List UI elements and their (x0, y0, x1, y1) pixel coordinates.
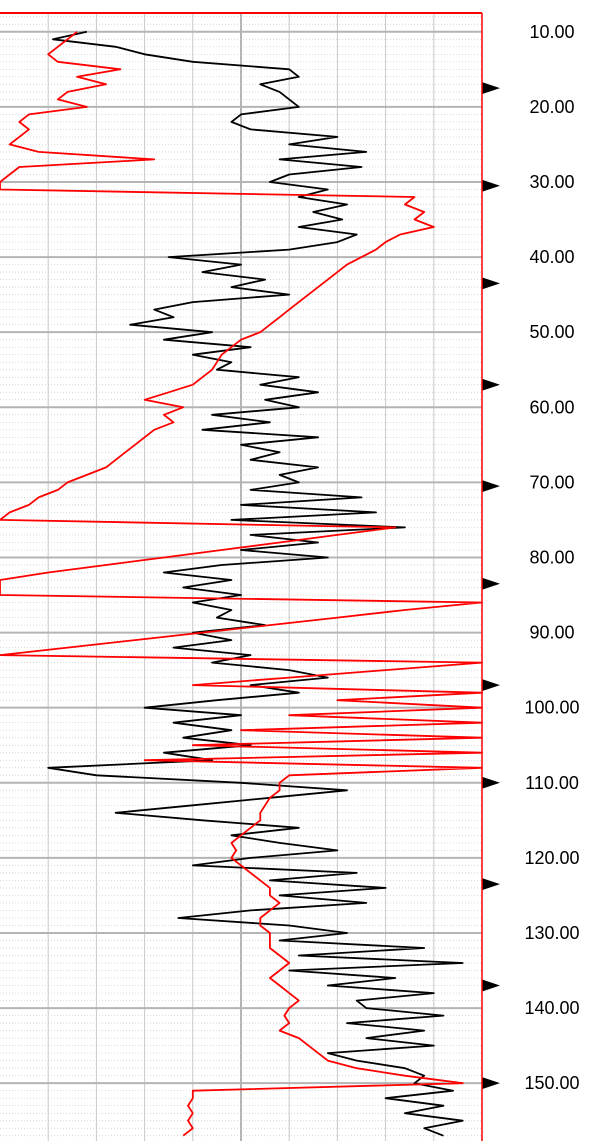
depth-marker-arrow (482, 878, 500, 891)
depth-tick-label: 80.00 (529, 547, 574, 567)
depth-marker-arrow (482, 577, 500, 590)
depth-tick-label: 150.00 (524, 1073, 579, 1093)
depth-tick-label: 110.00 (525, 773, 579, 793)
depth-tick-label: 140.00 (524, 998, 579, 1018)
black-log-curve (47, 30, 464, 1137)
depth-tick-label: 20.00 (529, 97, 574, 117)
curves (0, 30, 483, 1137)
depth-marker-arrow (482, 179, 500, 192)
depth-tick-label: 30.00 (529, 172, 574, 192)
depth-tick-label: 120.00 (524, 848, 579, 868)
depth-marker-arrow (482, 1077, 500, 1090)
red-log-curve (0, 31, 483, 1137)
depth-tick-label: 10.00 (529, 22, 574, 42)
depth-tick-label: 60.00 (529, 397, 574, 417)
depth-tick-label: 100.00 (524, 698, 579, 718)
depth-tick-label: 40.00 (529, 247, 574, 267)
depth-tick-label: 90.00 (529, 623, 574, 643)
depth-marker-arrow (482, 480, 500, 493)
grid (0, 13, 482, 1141)
depth-marker-arrow (482, 277, 500, 290)
depth-tick-label: 130.00 (524, 923, 579, 943)
depth-marker-arrow (482, 776, 500, 789)
depth-marker-arrow (482, 378, 500, 391)
depth-marker-arrow (482, 82, 500, 95)
depth-marker-arrow (482, 979, 500, 992)
depth-tick-label: 50.00 (529, 322, 574, 342)
depth-axis: 10.00 20.00 30.00 40.00 50.00 60.00 70.00 80.00… (482, 22, 580, 1093)
depth-marker-arrow (482, 679, 500, 692)
depth-tick-label: 70.00 (529, 472, 574, 492)
